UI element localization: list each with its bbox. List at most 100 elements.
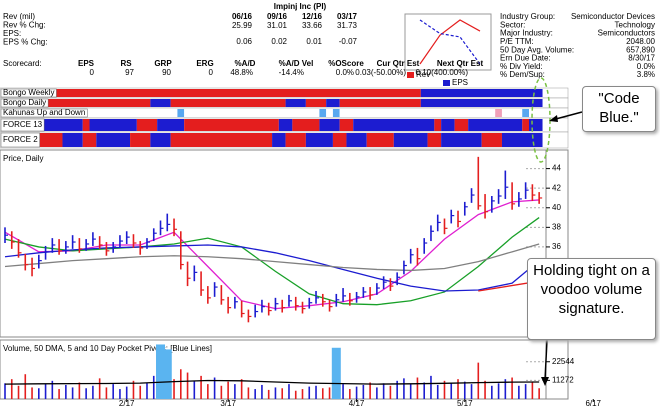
volume-bar xyxy=(308,386,311,399)
volume-bar xyxy=(125,386,128,399)
panel-title: Volume, 50 DMA, 5 and 10 Day Pocket Pivo… xyxy=(3,344,212,353)
indicator-run xyxy=(177,109,185,117)
volume-bar xyxy=(497,383,500,399)
indicator-run xyxy=(184,119,279,131)
annotation: "Code Blue." xyxy=(582,86,656,132)
volume-bar xyxy=(389,385,392,399)
indicator-label: Kahunas Up and Down xyxy=(3,108,85,117)
indicator-label-box xyxy=(0,132,40,148)
row-label: Rev (mil) xyxy=(3,12,35,21)
volume-bar xyxy=(450,383,453,399)
volume-bar xyxy=(491,385,493,399)
indicator-run xyxy=(339,119,354,131)
volume-bar xyxy=(254,389,256,399)
indicator-run xyxy=(62,133,83,147)
volume-bar xyxy=(227,381,229,399)
volume-bar xyxy=(85,388,87,399)
volume-bar xyxy=(71,387,74,399)
indicator-run xyxy=(339,99,421,107)
indicator-label-box xyxy=(0,88,57,98)
indicator-run xyxy=(481,133,502,147)
indicator-run xyxy=(332,133,347,147)
indicator-label: Bongo Weekly xyxy=(3,88,54,97)
indicator-run xyxy=(82,119,90,131)
indicator-run xyxy=(366,133,394,147)
score-value: 90 xyxy=(162,68,171,77)
score-value: 97 xyxy=(125,68,134,77)
indicator-run xyxy=(332,109,340,117)
volume-bar xyxy=(511,377,513,399)
indicator-run xyxy=(184,109,320,117)
indicator-run xyxy=(96,133,131,147)
volume-bar xyxy=(477,362,480,399)
indicator-run xyxy=(130,133,151,147)
indicator-run xyxy=(522,119,530,131)
volume-bar xyxy=(396,380,398,399)
volume-bar xyxy=(531,382,534,399)
volume-bar xyxy=(58,389,60,399)
volume-bar xyxy=(362,384,365,399)
volume-bar xyxy=(423,382,426,399)
volume-bar xyxy=(4,383,6,399)
indicator-run xyxy=(170,133,273,147)
moving-average xyxy=(4,244,540,292)
volume-bar xyxy=(162,349,172,399)
volume-bar xyxy=(220,385,223,399)
indicator-run xyxy=(495,109,502,117)
volume-bar xyxy=(470,384,473,399)
volume-bar xyxy=(38,388,40,399)
score-value: 48.8% xyxy=(230,68,253,77)
volume-bar xyxy=(463,381,466,399)
indicator-run xyxy=(1,89,421,97)
y-tick-label: 44 xyxy=(552,164,561,173)
volume-bar xyxy=(430,375,432,399)
indicator-run xyxy=(305,133,333,147)
volume-bar xyxy=(78,382,81,399)
eps-value: 0.02 xyxy=(271,37,287,46)
indicator-run xyxy=(346,133,367,147)
indicator-run xyxy=(501,133,543,147)
volume-bar xyxy=(119,389,121,399)
x-tick-label: 3/17 xyxy=(220,399,236,408)
indicator-run xyxy=(292,119,320,131)
volume-bar xyxy=(17,385,20,399)
info-value: 657,890 xyxy=(626,45,655,54)
eps-value: 0.01 xyxy=(306,37,322,46)
volume-bar xyxy=(24,374,27,399)
score-name: %A/D xyxy=(235,59,256,68)
volume-bar xyxy=(65,384,67,399)
quarter-date: 03/17 xyxy=(337,12,358,21)
indicator-run xyxy=(529,119,543,131)
title: Impinj Inc (PI) xyxy=(274,2,327,11)
volume-bar xyxy=(342,384,344,399)
info-value: Technology xyxy=(615,20,655,29)
x-tick-label: 2/17 xyxy=(119,399,135,408)
indicator-run xyxy=(170,99,286,107)
indicator-run xyxy=(420,89,543,97)
indicator-label: FORCE 13 xyxy=(3,120,43,129)
info-label: P/E TTM: xyxy=(500,37,534,46)
y-tick-label: 22544 xyxy=(552,357,575,366)
row-label: EPS % Chg: xyxy=(3,37,47,46)
score-value: 0.03(-50.00%) xyxy=(355,68,406,77)
volume-bar xyxy=(261,384,263,399)
indicator-run xyxy=(393,133,428,147)
volume-bar xyxy=(416,377,419,399)
score-name: EPS xyxy=(78,59,95,68)
indicator-run xyxy=(529,109,543,117)
volume-bar xyxy=(321,388,324,399)
y-tick-label: 11272 xyxy=(552,375,574,384)
info-label: Sector: xyxy=(500,20,525,29)
volume-bar xyxy=(132,380,135,399)
volume-bar xyxy=(524,384,527,399)
volume-bar xyxy=(112,384,114,399)
indicator-run xyxy=(272,133,286,147)
indicator-run xyxy=(441,133,482,147)
eps-value: -0.07 xyxy=(339,37,358,46)
indicator-run xyxy=(42,119,83,131)
rev-value: 31.01 xyxy=(267,21,288,30)
mini-line xyxy=(419,19,481,65)
indicator-run xyxy=(35,133,63,147)
